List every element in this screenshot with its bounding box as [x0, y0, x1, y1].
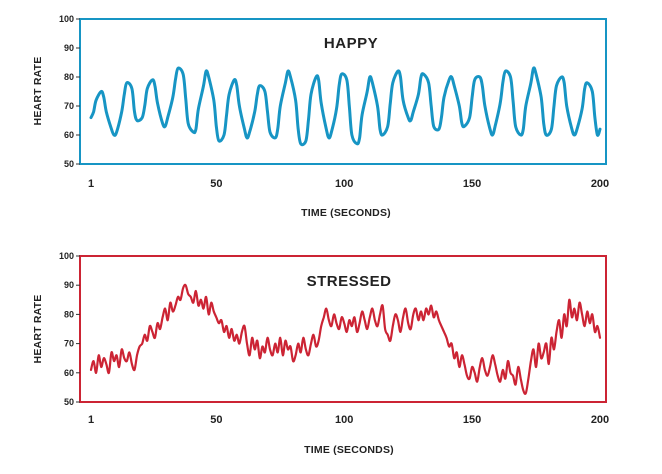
stressed-plot-frame: [79, 255, 607, 403]
happy-xtick-label: 100: [335, 178, 353, 190]
stressed-xtick-label: 100: [335, 414, 353, 426]
happy-xtick-label: 1: [88, 178, 94, 190]
stressed-xtick-label: 200: [591, 414, 609, 426]
happy-heart-rate-line: [89, 66, 602, 147]
stressed-x-axis-label: TIME (SECONDS): [304, 444, 394, 456]
happy-chart-title: HAPPY: [324, 35, 378, 52]
stressed-xtick-label: 50: [210, 414, 222, 426]
happy-ytick-label: 100: [59, 14, 74, 24]
stressed-ytick-label: 60: [64, 368, 74, 378]
happy-plot-frame: [79, 18, 607, 165]
stressed-ytick-label: 90: [64, 280, 74, 290]
stressed-xtick-label: 1: [88, 414, 94, 426]
happy-x-axis-label: TIME (SECONDS): [301, 207, 391, 219]
happy-y-axis-label: HEART RATE: [32, 57, 44, 126]
happy-xtick-label: 150: [463, 178, 481, 190]
happy-ytick-label: 60: [64, 130, 74, 140]
happy-xtick-label: 200: [591, 178, 609, 190]
happy-xtick-label: 50: [210, 178, 222, 190]
stressed-xtick-label: 150: [463, 414, 481, 426]
happy-ytick-label: 70: [64, 101, 74, 111]
stressed-chart-title: STRESSED: [307, 273, 392, 290]
stressed-ytick-label: 100: [59, 251, 74, 261]
stressed-ytick-label: 80: [64, 309, 74, 319]
stressed-heart-rate-line: [89, 283, 602, 396]
stressed-ytick-label: 70: [64, 339, 74, 349]
happy-ytick-label: 50: [64, 159, 74, 169]
happy-ytick-label: 90: [64, 43, 74, 53]
stressed-y-axis-label: HEART RATE: [32, 295, 44, 364]
happy-ytick-label: 80: [64, 72, 74, 82]
stressed-ytick-label: 50: [64, 397, 74, 407]
